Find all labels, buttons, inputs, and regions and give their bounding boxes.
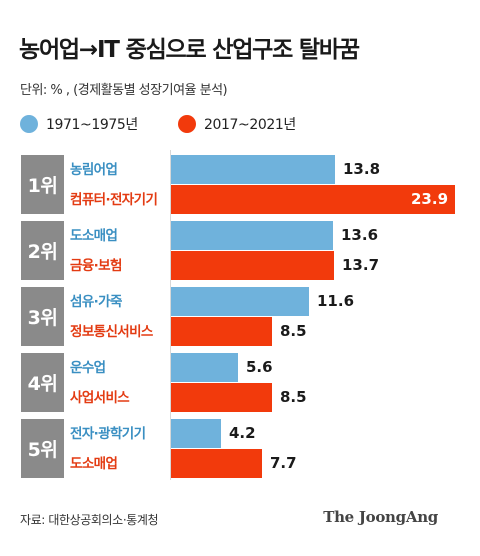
bar-series-2-rank-2 [171, 251, 334, 280]
legend-swatch-series-1 [20, 115, 38, 133]
data-label: 8.5 [280, 322, 307, 340]
legend-label-series-1: 1971~1975년 [46, 117, 138, 133]
category-label: 도소매업 [70, 228, 118, 244]
category-label: 운수업 [70, 360, 106, 376]
bar-series-2-rank-4 [171, 383, 272, 412]
legend-item-series-1: 1971~1975년 [20, 114, 138, 134]
bar-series-1-rank-3 [171, 287, 309, 316]
rank-label-1: 1위 [21, 155, 64, 214]
category-label: 정보통신서비스 [70, 324, 153, 340]
bar-series-1-rank-5 [171, 419, 221, 448]
bar-series-2-rank-5 [171, 449, 262, 478]
data-label: 23.9 [411, 190, 449, 208]
legend-swatch-series-2 [178, 115, 196, 133]
category-label: 금융·보험 [70, 258, 122, 274]
category-label: 전자·광학기기 [70, 426, 146, 442]
bar-baseline [170, 150, 171, 480]
data-label: 13.6 [341, 226, 379, 244]
bar-series-1-rank-2 [171, 221, 333, 250]
category-label: 도소매업 [70, 456, 118, 472]
category-label: 농림어업 [70, 162, 118, 178]
data-label: 7.7 [270, 454, 297, 472]
legend-label-series-2: 2017~2021년 [204, 117, 296, 133]
data-label: 8.5 [280, 388, 307, 406]
source-note: 자료: 대한상공회의소·통계청 [20, 513, 159, 527]
bar-series-1-rank-1 [171, 155, 335, 184]
unit-note: 단위: % , (경제활동별 성장기여율 분석) [20, 83, 228, 98]
bar-series-2-rank-1 [171, 185, 455, 214]
category-label: 섬유·가죽 [70, 294, 122, 310]
bar-series-2-rank-3 [171, 317, 272, 346]
data-label: 4.2 [229, 424, 256, 442]
chart-title: 농어업→IT 중심으로 산업구조 탈바꿈 [19, 37, 360, 63]
rank-label-3: 3위 [21, 287, 64, 346]
bar-series-1-rank-4 [171, 353, 238, 382]
legend-item-series-2: 2017~2021년 [178, 114, 296, 134]
data-label: 13.7 [342, 256, 380, 274]
brand-logo: The JoongAng [323, 508, 438, 526]
rank-label-5: 5위 [21, 419, 64, 478]
data-label: 11.6 [317, 292, 355, 310]
rank-label-2: 2위 [21, 221, 64, 280]
data-label: 5.6 [246, 358, 273, 376]
category-label: 컴퓨터·전자기기 [70, 192, 158, 208]
data-label: 13.8 [343, 160, 381, 178]
category-label: 사업서비스 [70, 390, 130, 406]
rank-label-4: 4위 [21, 353, 64, 412]
